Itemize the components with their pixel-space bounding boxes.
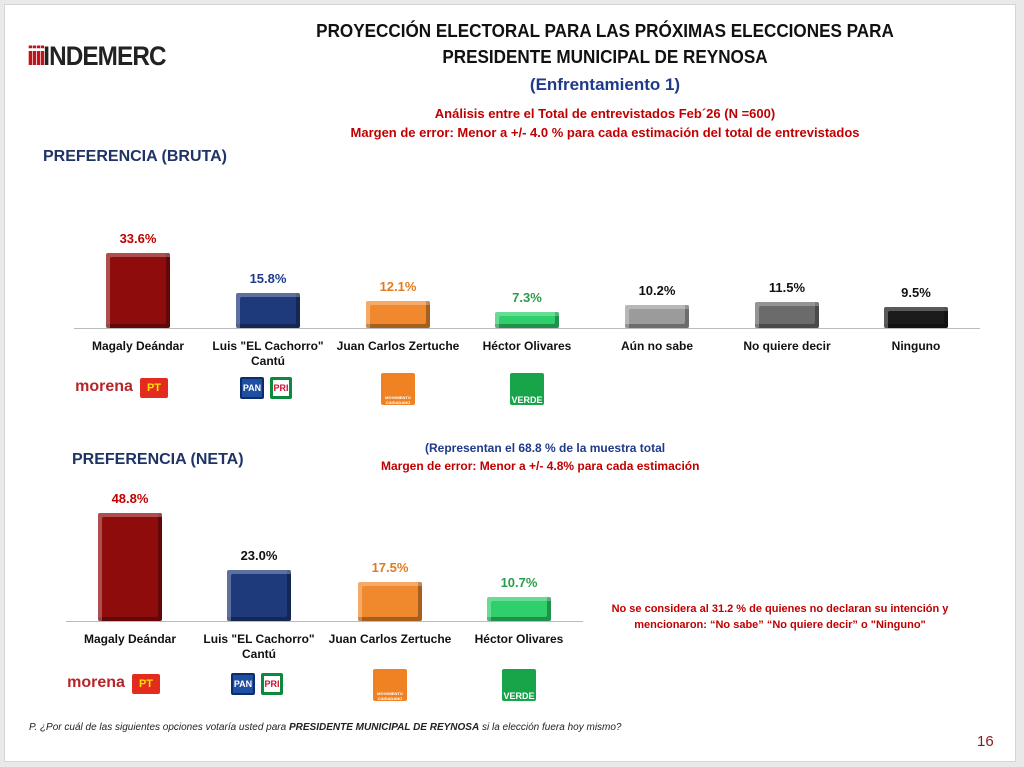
bar-0-6	[884, 306, 948, 328]
data-label: 15.8%	[249, 270, 287, 286]
excluded-note: No se considera al 31.2 % de quienes no …	[575, 601, 985, 633]
bar-0-0	[106, 253, 170, 328]
tick-label: Magaly Deándar	[91, 339, 185, 353]
tick-label: No quiere decir	[743, 339, 831, 353]
margin-note: Margen de error: Menor a +/- 4.0 % para …	[350, 125, 860, 140]
bar-0-1	[236, 292, 300, 328]
morena-logo: morena	[75, 377, 133, 397]
logo-bars: iiii	[27, 41, 46, 71]
tick-label: Juan Carlos Zertuche	[336, 339, 460, 353]
page-number: 16	[977, 733, 994, 750]
x-axis	[66, 621, 583, 622]
indemerc-logo: iiiiINDEMERC	[27, 41, 167, 72]
chart1-title: PREFERENCIA (BRUTA)	[43, 148, 227, 165]
excluded-line2: mencionaron: “No sabe” “No quiere decir”…	[634, 619, 926, 631]
pan-logo: PAN	[231, 673, 255, 695]
verde-logo: VERDE	[502, 669, 536, 701]
tick-label: Luis "EL Cachorro" Cantú	[212, 339, 324, 368]
title-line1: PROYECCIÓN ELECTORAL PARA LAS PRÓXIMAS E…	[316, 21, 894, 41]
bar-0-3	[495, 311, 559, 328]
data-label: 23.0%	[240, 548, 278, 564]
represent-note: (Representan el 68.8 % de la muestra tot…	[425, 441, 666, 455]
pri-logo: PRI	[270, 377, 292, 399]
data-label: 10.2%	[638, 283, 676, 299]
question-note: P. ¿Por cuál de las siguientes opciones …	[29, 722, 622, 733]
verde-logo: VERDE	[510, 373, 544, 405]
subtitle: (Enfrentamiento 1)	[529, 75, 681, 94]
data-label: 17.5%	[371, 560, 409, 576]
tick-label: Aún no sabe	[620, 339, 693, 353]
data-label: 7.3%	[512, 289, 542, 305]
data-label: 10.7%	[500, 575, 538, 591]
question-post: si la elección fuera hoy mismo?	[479, 722, 622, 733]
tick-label: Juan Carlos Zertuche	[328, 632, 452, 646]
pan-logo: PAN	[240, 377, 264, 399]
pt-logo: PT	[132, 674, 160, 694]
data-label: 11.5%	[768, 280, 806, 296]
data-label: 33.6%	[119, 231, 157, 247]
tick-label: Magaly Deándar	[83, 632, 177, 646]
bar-1-1	[227, 570, 291, 621]
bar-1-0	[98, 513, 162, 621]
chart2-title: PREFERENCIA (NETA)	[72, 451, 244, 468]
question-bold: PRESIDENTE MUNICIPAL DE REYNOSA	[288, 722, 480, 733]
tick-label: Ninguno	[891, 339, 941, 353]
data-label: 9.5%	[901, 284, 931, 300]
data-label: 12.1%	[379, 279, 417, 295]
neta-margin-note: Margen de error: Menor a +/- 4.8% para c…	[381, 459, 700, 473]
bar-1-3	[487, 597, 551, 621]
bar-0-4	[625, 305, 689, 328]
pri-logo: PRI	[261, 673, 283, 695]
tick-label: Luis "EL Cachorro" Cantú	[203, 632, 315, 661]
slide: iiiiINDEMERC PROYECCIÓN ELECTORAL PARA L…	[4, 4, 1016, 762]
tick-label: Héctor Olivares	[474, 632, 564, 646]
bar-1-2	[358, 582, 422, 621]
morena-logo: morena	[67, 673, 125, 693]
analysis-note: Análisis entre el Total de entrevistados…	[434, 106, 776, 121]
mc-logo: MOVIMIENTO CIUDADANO	[381, 373, 415, 405]
x-axis	[74, 328, 980, 329]
bar-0-5	[755, 302, 819, 328]
tick-label: Héctor Olivares	[482, 339, 572, 353]
bar-0-2	[366, 301, 430, 328]
mc-logo: MOVIMIENTO CIUDADANO	[373, 669, 407, 701]
title-line2: PRESIDENTE MUNICIPAL DE REYNOSA	[442, 47, 768, 67]
data-label: 48.8%	[111, 491, 149, 507]
question-pre: P. ¿Por cuál de las siguientes opciones …	[29, 722, 289, 733]
logo-text: INDEMERC	[43, 41, 166, 71]
pt-logo: PT	[140, 378, 168, 398]
excluded-line1: No se considera al 31.2 % de quienes no …	[611, 603, 949, 615]
